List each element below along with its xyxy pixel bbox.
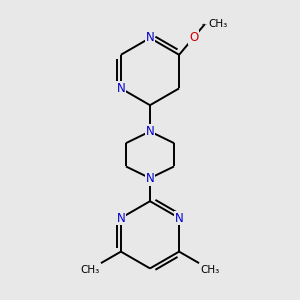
Text: N: N [116, 82, 125, 95]
Text: methoxy: methoxy [202, 23, 208, 25]
Text: methoxy: methoxy [206, 22, 213, 23]
Text: O: O [189, 31, 198, 44]
Text: CH₃: CH₃ [201, 265, 220, 275]
Text: N: N [175, 212, 184, 224]
Text: N: N [146, 125, 154, 138]
Text: CH₃: CH₃ [80, 265, 99, 275]
Text: N: N [146, 172, 154, 185]
Text: N: N [116, 212, 125, 224]
Text: N: N [146, 32, 154, 44]
Text: CH₃: CH₃ [208, 19, 227, 29]
